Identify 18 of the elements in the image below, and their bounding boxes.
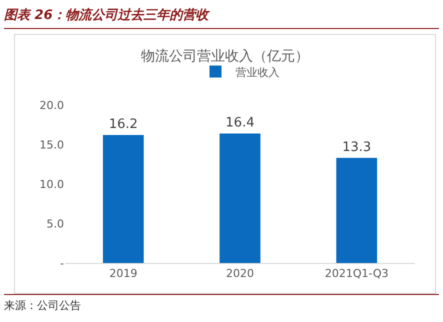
- chart-title: 图表 26：物流公司过去三年的营收: [4, 6, 209, 24]
- y-tick-label: 15.0: [40, 138, 64, 152]
- data-label: 13.3: [342, 140, 372, 155]
- data-label: 16.2: [108, 117, 138, 132]
- x-tick-label: 2019: [109, 267, 138, 280]
- y-tick-label: -: [60, 256, 64, 270]
- bar: [336, 158, 378, 263]
- chart-subtitle: 物流公司营业收入（亿元）: [141, 48, 309, 64]
- legend-label: 营业收入: [236, 66, 280, 79]
- y-tick-label: 5.0: [46, 217, 64, 230]
- data-label: 16.4: [226, 115, 254, 130]
- x-tick-label: 2020: [226, 267, 254, 280]
- bar: [102, 135, 144, 263]
- bar: [220, 133, 260, 263]
- y-tick-label: 20.0: [40, 98, 64, 112]
- x-tick-label: 2021Q1-Q3: [324, 267, 389, 280]
- y-tick-label: 10.0: [40, 178, 64, 191]
- source-note: 来源：公司公告: [4, 298, 81, 313]
